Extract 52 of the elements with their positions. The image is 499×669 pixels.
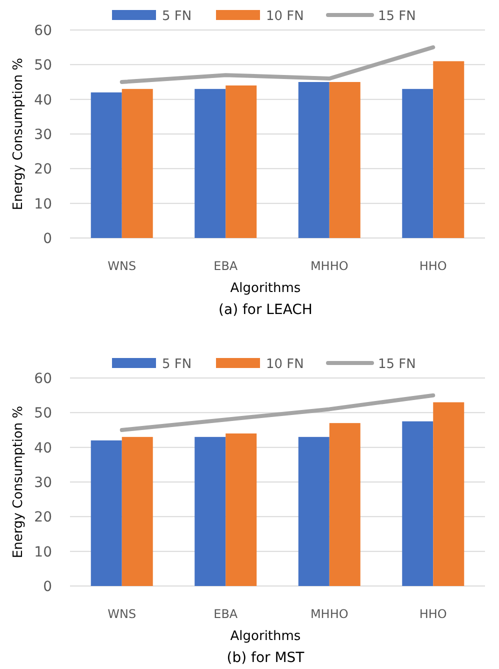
y-tick-label: 10 <box>34 196 52 212</box>
bar <box>226 85 257 238</box>
bar <box>402 421 434 586</box>
x-tick-label: WNS <box>108 259 136 273</box>
legend-label: 5 FN <box>162 357 192 372</box>
x-tick-label: HHO <box>419 259 447 273</box>
legend-label: 5 FN <box>162 9 192 24</box>
line-series <box>120 45 436 84</box>
bar <box>402 88 434 238</box>
y-tick-label: 0 <box>43 231 52 247</box>
x-tick-label: EBA <box>214 607 238 621</box>
x-axis-title: Algorithms <box>230 629 301 644</box>
y-tick-label: 40 <box>34 440 52 456</box>
bar <box>122 436 153 586</box>
bar <box>433 402 464 586</box>
x-tick-label: HHO <box>419 607 447 621</box>
bar <box>329 423 360 586</box>
bar <box>226 433 257 586</box>
y-tick-label: 30 <box>34 475 52 491</box>
y-tick-label: 10 <box>34 544 52 560</box>
bar <box>433 61 464 238</box>
bar <box>194 436 226 586</box>
y-tick-label: 60 <box>34 371 52 387</box>
x-tick-label: EBA <box>214 259 238 273</box>
y-tick-label: 40 <box>34 92 52 108</box>
y-axis-title: Energy Consumption % <box>11 406 26 558</box>
bar <box>90 92 122 238</box>
x-tick-label: MHHO <box>310 607 348 621</box>
bar <box>122 88 153 238</box>
x-tick-label: WNS <box>108 607 136 621</box>
legend-label: 10 FN <box>266 357 304 372</box>
text: (a) for LEACH <box>218 302 312 318</box>
bar <box>194 88 226 238</box>
y-tick-label: 20 <box>34 510 52 526</box>
y-tick-label: 50 <box>34 406 52 422</box>
y-tick-label: 50 <box>34 58 52 74</box>
legend-label: 10 FN <box>266 9 304 24</box>
x-axis-title: Algorithms <box>230 281 301 296</box>
legend-label: 15 FN <box>378 9 416 24</box>
y-tick-label: 60 <box>34 23 52 39</box>
bar <box>90 440 122 586</box>
y-tick-label: 30 <box>34 127 52 143</box>
x-tick-label: MHHO <box>310 259 348 273</box>
line-series <box>120 393 436 432</box>
bar <box>329 82 360 238</box>
y-axis-title: Energy Consumption % <box>11 58 26 210</box>
y-tick-label: 0 <box>43 579 52 595</box>
legend-label: 15 FN <box>378 357 416 372</box>
bar <box>298 82 330 238</box>
text: (b) for MST <box>226 650 305 666</box>
y-tick-label: 20 <box>34 162 52 178</box>
bar <box>298 436 330 586</box>
